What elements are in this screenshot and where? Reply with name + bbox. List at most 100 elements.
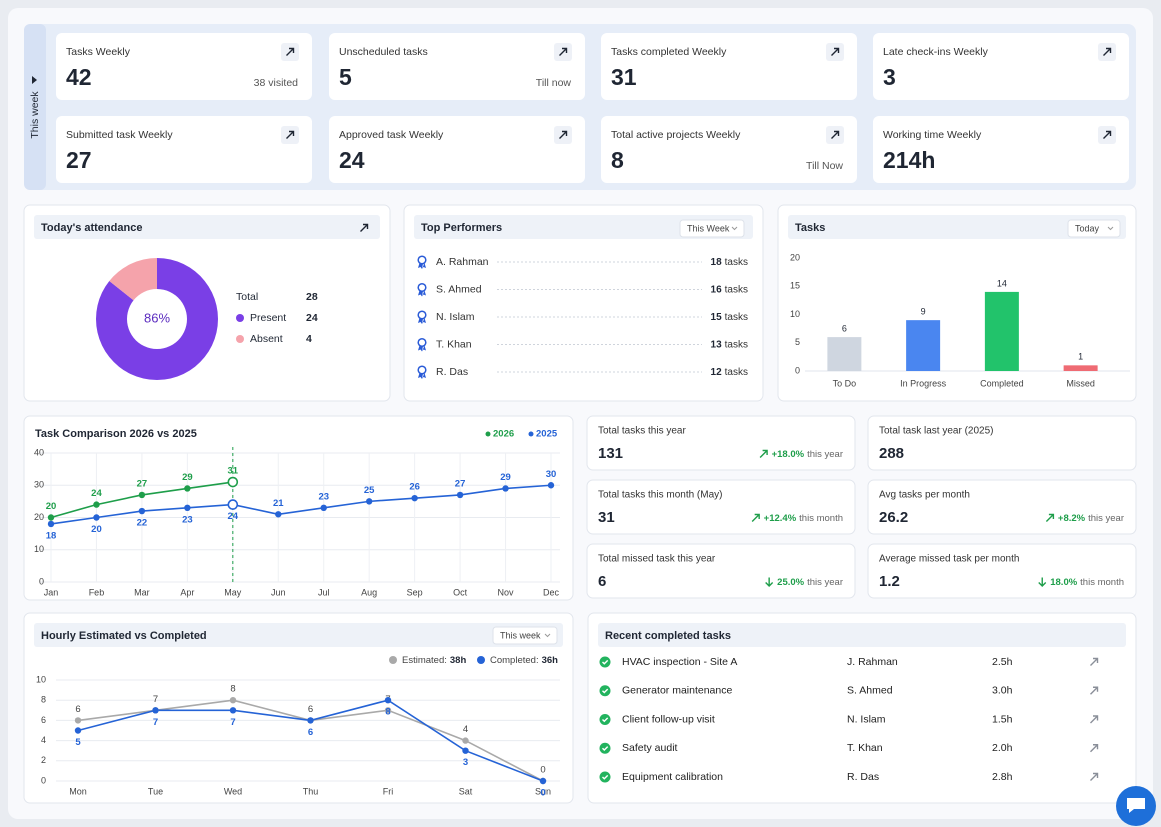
data-label: 23 xyxy=(318,491,329,502)
arrow-icon[interactable] xyxy=(1090,715,1099,724)
y-tick-label: 2 xyxy=(41,755,46,765)
arrow-icon[interactable] xyxy=(1103,130,1112,139)
arrow-icon[interactable] xyxy=(759,449,768,458)
check-icon xyxy=(599,656,611,668)
data-label: 6 xyxy=(308,727,313,738)
x-tick-label: Thu xyxy=(303,786,319,796)
task-name: Generator maintenance xyxy=(622,685,732,697)
change-value: +8.2% xyxy=(1058,513,1086,524)
arrow-icon[interactable] xyxy=(286,130,295,139)
y-tick-label: 40 xyxy=(34,447,44,457)
card xyxy=(873,116,1129,183)
arrow-icon[interactable] xyxy=(360,223,369,232)
point xyxy=(539,777,547,785)
point xyxy=(229,707,237,714)
point xyxy=(320,504,327,512)
point xyxy=(138,507,146,515)
x-tick-label: To Do xyxy=(833,378,857,388)
value-label: 6 xyxy=(842,323,847,333)
kpi-value: 3 xyxy=(883,64,896,90)
kpi-note: 38 visited xyxy=(254,77,299,89)
performer-name: T. Khan xyxy=(436,338,472,350)
legend-label: Estimated: 38h xyxy=(402,655,466,666)
change-period: this month xyxy=(1080,577,1124,588)
kpi-label: Working time Weekly xyxy=(883,129,982,141)
point xyxy=(47,520,55,528)
point xyxy=(227,499,239,510)
count: 16 xyxy=(711,284,723,295)
week-tab[interactable] xyxy=(24,24,46,190)
arrow-icon[interactable] xyxy=(1045,513,1055,522)
kpi-label: Total active projects Weekly xyxy=(611,129,741,141)
arrow-icon[interactable] xyxy=(1090,772,1099,781)
arrow-icon[interactable] xyxy=(559,130,568,139)
point xyxy=(456,491,464,499)
data-label: 27 xyxy=(455,478,466,489)
card xyxy=(329,33,585,100)
arrow-icon[interactable] xyxy=(1090,686,1099,695)
dropdown-label: Today xyxy=(1075,223,1100,233)
chevron xyxy=(1107,226,1114,231)
stat-change: +8.2% this year xyxy=(1058,513,1124,524)
point xyxy=(138,491,146,499)
card xyxy=(867,543,1137,599)
data-label: 23 xyxy=(182,514,193,525)
legend-swatch xyxy=(477,656,485,664)
y-tick-label: 0 xyxy=(41,775,46,785)
bar xyxy=(906,320,941,371)
x-tick-label: Wed xyxy=(224,786,242,796)
card-title: Task Comparison 2026 vs 2025 xyxy=(35,428,197,440)
dropdown[interactable] xyxy=(679,219,745,238)
arrow-icon[interactable] xyxy=(831,47,840,56)
check-mark xyxy=(602,688,609,694)
card xyxy=(586,415,856,471)
data-label: 30 xyxy=(546,469,557,480)
value-label: 9 xyxy=(921,307,926,317)
series-total: 38h xyxy=(450,655,467,666)
check-icon xyxy=(599,742,611,754)
arrow-icon[interactable] xyxy=(559,47,568,56)
x-tick-label: Apr xyxy=(180,587,194,597)
legend-swatch xyxy=(236,314,244,322)
arrow-icon[interactable] xyxy=(1103,47,1112,56)
arrow-icon[interactable] xyxy=(751,513,760,522)
kpi-value: 31 xyxy=(611,64,637,90)
arrow-icon[interactable] xyxy=(1090,744,1099,753)
medal-ribbon xyxy=(418,373,426,379)
stat-change: 25.0% this year xyxy=(777,577,843,588)
stat-label: Avg tasks per month xyxy=(879,490,970,501)
data-label: 7 xyxy=(153,717,158,728)
arrow-icon[interactable] xyxy=(286,47,295,56)
card xyxy=(56,116,312,183)
legend-swatch xyxy=(485,431,491,437)
y-tick-label: 4 xyxy=(41,735,46,745)
card xyxy=(873,33,1129,100)
arrow-icon[interactable] xyxy=(1090,657,1099,666)
stat-label: Total tasks this month (May) xyxy=(598,490,722,501)
x-tick-label: Nov xyxy=(498,587,515,597)
task-duration: 1.5h xyxy=(992,713,1013,725)
card-title: Today's attendance xyxy=(41,222,142,234)
dropdown[interactable] xyxy=(492,626,558,645)
point xyxy=(384,697,392,704)
performer-count: 15 tasks xyxy=(711,312,748,323)
dropdown[interactable] xyxy=(1067,219,1121,238)
card xyxy=(56,33,312,100)
kpi-value: 42 xyxy=(66,64,92,90)
card-header xyxy=(788,215,1126,239)
arrow-icon[interactable] xyxy=(831,130,840,139)
performer-count: 13 tasks xyxy=(711,339,748,350)
point xyxy=(547,482,555,489)
dropdown-label: This week xyxy=(500,630,541,640)
data-label: 24 xyxy=(228,511,239,522)
task-name: HVAC inspection - Site A xyxy=(622,656,737,668)
point xyxy=(74,717,82,724)
medal-icon xyxy=(417,255,427,265)
point xyxy=(411,494,418,502)
count: 15 xyxy=(711,312,723,323)
card-header xyxy=(34,623,563,647)
card xyxy=(601,33,857,100)
x-tick-label: Sun xyxy=(535,786,551,796)
kpi-label: Unscheduled tasks xyxy=(339,46,428,58)
